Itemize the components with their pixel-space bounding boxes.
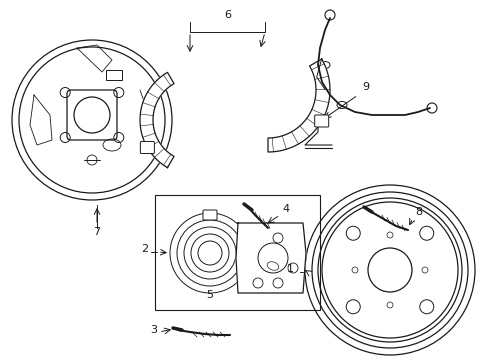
Text: 3: 3 xyxy=(150,325,157,335)
Polygon shape xyxy=(267,59,329,152)
Polygon shape xyxy=(140,72,174,168)
Polygon shape xyxy=(236,223,305,293)
Text: 7: 7 xyxy=(93,227,101,237)
Ellipse shape xyxy=(319,62,329,68)
Text: 1: 1 xyxy=(286,264,293,274)
FancyBboxPatch shape xyxy=(140,141,154,153)
Text: 9: 9 xyxy=(361,82,368,92)
Text: 2: 2 xyxy=(141,244,148,254)
Text: 5: 5 xyxy=(206,290,213,300)
FancyBboxPatch shape xyxy=(314,115,328,127)
Bar xyxy=(155,195,319,310)
Bar xyxy=(106,70,122,80)
Text: 8: 8 xyxy=(414,207,421,217)
Text: 6: 6 xyxy=(224,10,231,20)
FancyBboxPatch shape xyxy=(203,210,217,220)
Ellipse shape xyxy=(336,102,346,108)
Text: 4: 4 xyxy=(282,204,288,214)
